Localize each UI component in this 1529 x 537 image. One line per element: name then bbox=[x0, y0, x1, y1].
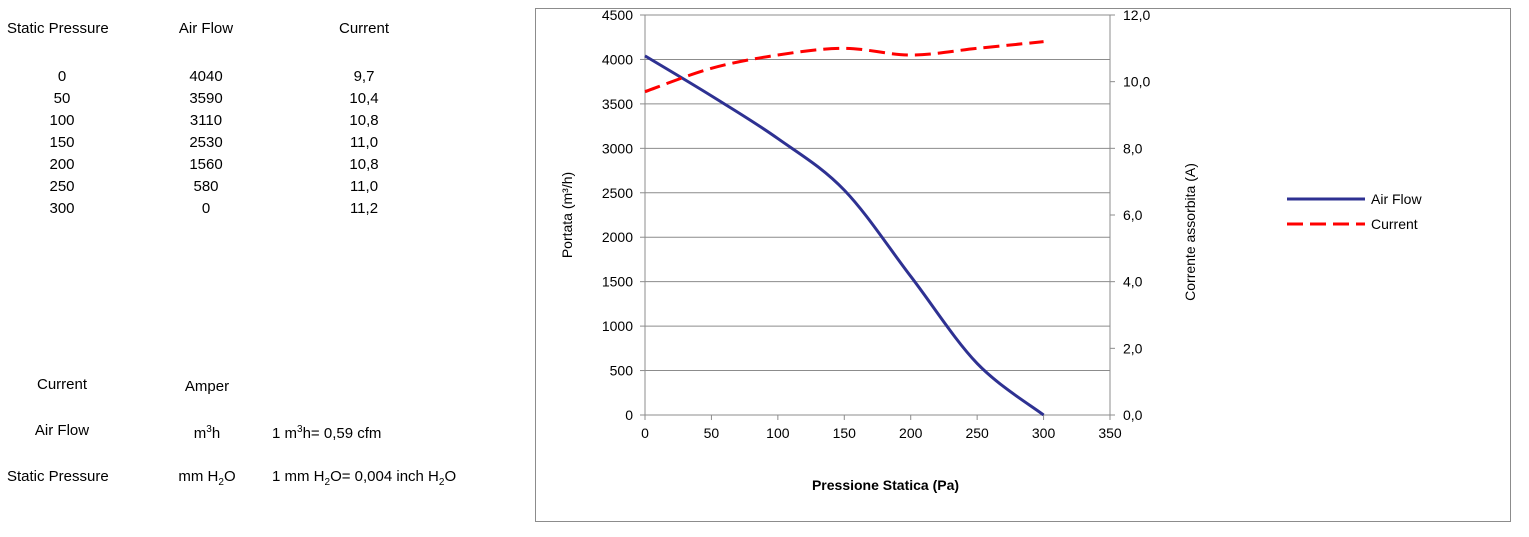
conversion-static-pressure: 1 mm H2O= 0,004 inch H2O bbox=[272, 468, 457, 488]
table-cell-current: 11,0 bbox=[349, 134, 379, 151]
table-cell-air-flow: 3110 bbox=[189, 112, 223, 129]
table-cell-current: 9,7 bbox=[353, 68, 375, 85]
table-header-current: Current bbox=[338, 20, 390, 37]
table-cell-static-pressure: 200 bbox=[49, 156, 75, 173]
table-cell-current: 11,2 bbox=[349, 200, 379, 217]
y-tick-label: 4500 bbox=[602, 7, 633, 23]
y2-tick-label: 4,0 bbox=[1123, 274, 1143, 290]
table-cell-static-pressure: 250 bbox=[49, 178, 75, 195]
y-tick-label: 2000 bbox=[602, 229, 633, 245]
unit-label-air-flow: Air Flow bbox=[34, 422, 90, 439]
table-cell-air-flow: 2530 bbox=[189, 134, 223, 151]
y2-tick-label: 12,0 bbox=[1123, 7, 1150, 23]
x-tick-label: 250 bbox=[965, 425, 989, 441]
table-cell-current: 10,4 bbox=[349, 90, 379, 107]
y2-axis-title: Corrente assorbita (A) bbox=[1182, 163, 1198, 301]
y-tick-label: 2500 bbox=[602, 185, 633, 201]
unit-value-current: Amper bbox=[184, 378, 230, 395]
x-tick-label: 50 bbox=[704, 425, 720, 441]
table-header-air-flow: Air Flow bbox=[178, 20, 234, 37]
y2-tick-label: 0,0 bbox=[1123, 407, 1143, 423]
table-cell-static-pressure: 50 bbox=[53, 90, 71, 107]
unit-label-static-pressure: Static Pressure bbox=[7, 468, 109, 485]
x-axis-title: Pressione Statica (Pa) bbox=[812, 477, 959, 493]
y2-tick-label: 10,0 bbox=[1123, 74, 1150, 90]
x-tick-label: 100 bbox=[766, 425, 790, 441]
table-cell-current: 11,0 bbox=[349, 178, 379, 195]
y-tick-label: 1000 bbox=[602, 318, 633, 334]
y2-tick-label: 6,0 bbox=[1123, 207, 1143, 223]
y-tick-label: 3000 bbox=[602, 140, 633, 156]
series-line-air-flow bbox=[644, 54, 1045, 417]
unit-label-current: Current bbox=[36, 376, 88, 393]
x-tick-label: 150 bbox=[833, 425, 857, 441]
table-cell-air-flow: 1560 bbox=[189, 156, 223, 173]
y-tick-label: 3500 bbox=[602, 96, 633, 112]
performance-chart: 0500100015002000250030003500400045000,02… bbox=[559, 7, 1422, 493]
table-cell-air-flow: 4040 bbox=[189, 68, 223, 85]
y-tick-label: 0 bbox=[625, 407, 633, 423]
table-header-static-pressure: Static Pressure bbox=[7, 20, 109, 37]
legend-label: Air Flow bbox=[1371, 191, 1422, 207]
unit-value-air-flow: m3h bbox=[193, 424, 221, 442]
table-cell-static-pressure: 300 bbox=[49, 200, 75, 217]
x-tick-label: 200 bbox=[899, 425, 923, 441]
legend-label: Current bbox=[1371, 216, 1418, 232]
unit-value-static-pressure: mm H2O bbox=[178, 468, 236, 488]
y-tick-label: 500 bbox=[610, 363, 634, 379]
x-tick-label: 0 bbox=[641, 425, 649, 441]
y-tick-label: 1500 bbox=[602, 274, 633, 290]
table-cell-air-flow: 0 bbox=[201, 200, 211, 217]
y2-tick-label: 8,0 bbox=[1123, 140, 1143, 156]
y-tick-label: 4000 bbox=[602, 51, 633, 67]
x-tick-label: 300 bbox=[1032, 425, 1056, 441]
chart-frame bbox=[535, 8, 1511, 522]
table-cell-current: 10,8 bbox=[349, 156, 379, 173]
table-cell-static-pressure: 100 bbox=[49, 112, 75, 129]
y2-tick-label: 2,0 bbox=[1123, 340, 1143, 356]
conversion-air-flow: 1 m3h= 0,59 cfm bbox=[272, 424, 382, 442]
series-line-current bbox=[644, 40, 1044, 94]
table-cell-static-pressure: 0 bbox=[57, 68, 67, 85]
table-cell-air-flow: 580 bbox=[193, 178, 219, 195]
y-axis-title: Portata (m³/h) bbox=[559, 172, 575, 258]
table-cell-static-pressure: 150 bbox=[49, 134, 75, 151]
table-cell-air-flow: 3590 bbox=[189, 90, 223, 107]
table-cell-current: 10,8 bbox=[349, 112, 379, 129]
x-tick-label: 350 bbox=[1098, 425, 1122, 441]
